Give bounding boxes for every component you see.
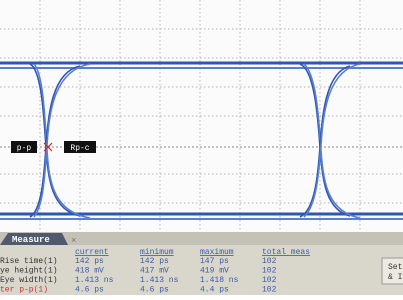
row-label: Eye width(1) [0,276,58,285]
cell-value: 4.6 ps [140,286,169,295]
cell-value: 102 [262,286,277,295]
cell-value: 1.418 ns [200,276,239,285]
cell-value: 4.6 ps [75,286,104,295]
cell-value: 4.4 ps [200,286,229,295]
cell-value: 102 [262,276,277,285]
scope-screen: p-p Rp-c Measure × current minimum maxim… [0,0,403,295]
row-label: ye height(1) [0,267,58,276]
cell-value: 147 ps [200,257,229,266]
col-header: maximum [200,248,234,257]
cell-value: 1.413 ns [75,276,114,285]
cell-value: 418 mV [75,267,104,276]
cell-value: 102 [262,257,277,266]
marker-right-label: Rp-c [70,144,89,153]
tab-label[interactable]: Measure [12,235,50,245]
col-header: current [75,248,109,257]
set-button-label[interactable]: & I [388,273,402,282]
cell-value: 142 ps [75,257,104,266]
row-label: ter p-p(1) [0,286,48,295]
cell-value: 417 mV [140,267,169,276]
cell-value: 1.413 ns [140,276,179,285]
row-label: Rise time(1) [0,257,58,266]
page: p-p Rp-c Measure × current minimum maxim… [0,0,403,295]
tab-close[interactable]: × [71,236,76,246]
cell-value: 102 [262,267,277,276]
col-header: total meas [262,248,310,257]
col-header: minimum [140,248,174,257]
cell-value: 142 ps [140,257,169,266]
marker-left-label: p-p [17,144,32,153]
set-button-label[interactable]: Set [388,263,402,272]
cell-value: 419 mV [200,267,229,276]
